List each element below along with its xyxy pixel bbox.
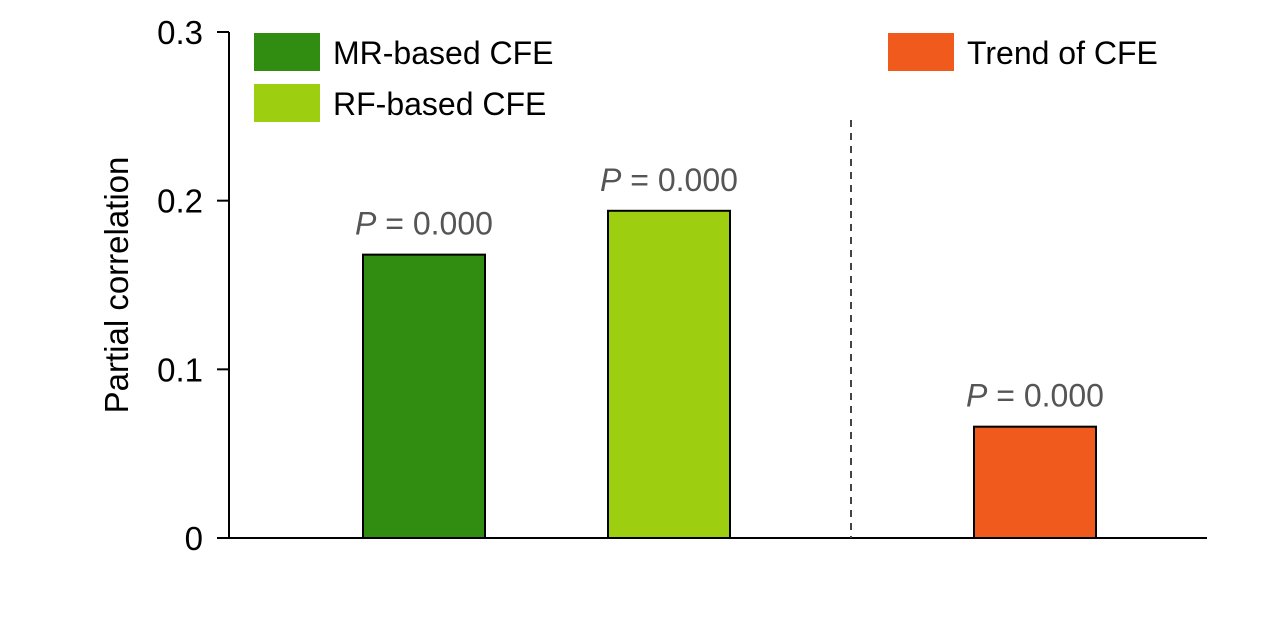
- legend-swatch-trend-of-cfe: [888, 33, 954, 71]
- axes-layer: 0 0.1 0.2 0.3: [157, 14, 1207, 557]
- y-tick-label: 0.2: [157, 183, 203, 220]
- p-value-label-mr-based-cfe: P = 0.000: [355, 206, 493, 242]
- bars-layer: [362, 209, 1097, 540]
- bar-rf-based-cfe: [607, 209, 731, 540]
- y-tick-label: 0: [185, 520, 203, 557]
- p-value-label-rf-based-cfe: P = 0.000: [600, 162, 738, 198]
- legend: MR-based CFE RF-based CFE Trend of CFE: [254, 33, 1158, 122]
- y-tick-label: 0.1: [157, 351, 203, 388]
- bar-mr-based-cfe: [362, 253, 486, 539]
- y-tick-label: 0.3: [157, 14, 203, 51]
- labels-layer: P = 0.000 P = 0.000 P = 0.000: [355, 162, 1104, 414]
- bar-trend-of-cfe: [973, 425, 1097, 539]
- legend-swatch-mr-based-cfe: [254, 33, 320, 71]
- y-axis-title: Partial correlation: [98, 157, 135, 414]
- legend-label-rf-based-cfe: RF-based CFE: [333, 86, 546, 122]
- legend-label-trend-of-cfe: Trend of CFE: [967, 35, 1158, 71]
- legend-swatch-rf-based-cfe: [254, 84, 320, 122]
- p-value-label-trend-of-cfe: P = 0.000: [966, 378, 1104, 414]
- legend-label-mr-based-cfe: MR-based CFE: [333, 35, 554, 71]
